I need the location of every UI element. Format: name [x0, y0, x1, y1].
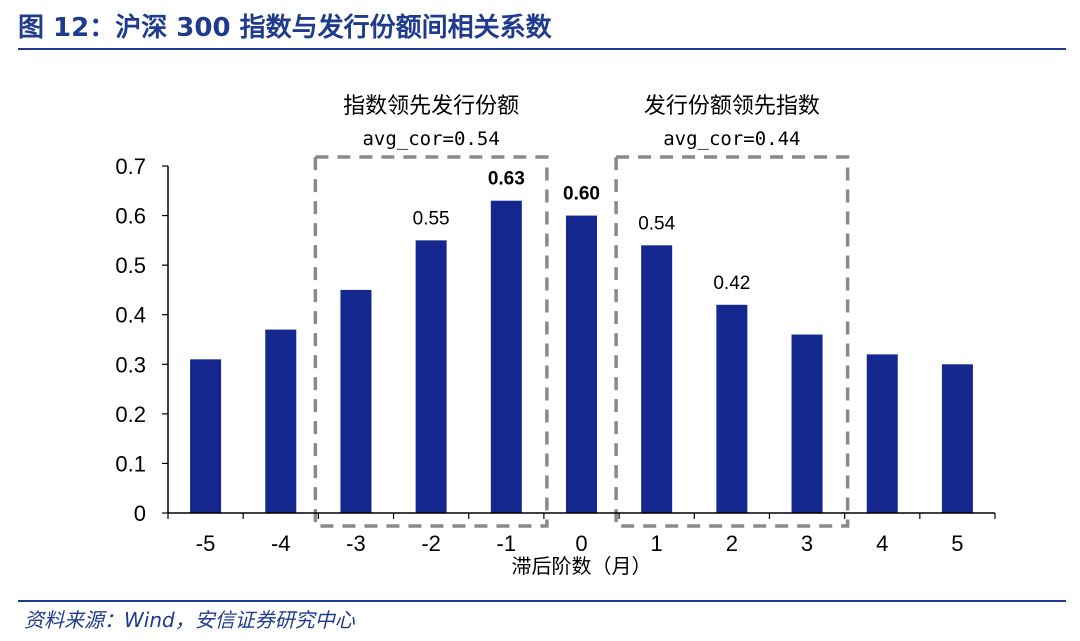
bar: [716, 304, 748, 513]
bar: [265, 329, 297, 513]
annotation-subtitle: avg_cor=0.44: [663, 128, 800, 150]
data-label: 0.42: [713, 273, 750, 294]
y-tick-label: 0.1: [115, 451, 146, 476]
x-tick-label: 0: [575, 531, 587, 556]
bar: [190, 359, 222, 513]
bar: [490, 200, 522, 513]
annotation-title: 指数领先发行份额: [343, 94, 519, 119]
x-axis-title: 滞后阶数（月）: [512, 554, 652, 578]
bar-chart: 0 0.1 0.2 0.3 0.4 0.5 0.6 0.7 -5 -4 -3 -2 -1 0 1 2 3 4 5 0…: [115, 94, 996, 578]
tick-labels: 0 0.1 0.2 0.3 0.4 0.5 0.6 0.7 -5 -4 -3 -2 -1 0 1 2 3 4 5: [115, 154, 963, 556]
annotation-title: 发行份额领先指数: [644, 94, 820, 119]
x-tick-label: -5: [196, 531, 216, 556]
x-tick-label: 5: [951, 531, 963, 556]
data-label: 0.60: [563, 184, 600, 205]
y-tick-label: 0.3: [115, 352, 146, 377]
x-tick-label: 2: [726, 531, 738, 556]
data-label: 0.63: [488, 169, 525, 190]
chart-axes: [162, 165, 996, 519]
annotation-boxes: [313, 155, 850, 528]
data-label: 0.54: [638, 213, 675, 234]
bar: [866, 354, 898, 513]
y-tick-label: 0.2: [115, 402, 146, 427]
x-tick-label: -3: [346, 531, 366, 556]
title-rule: [18, 48, 1066, 50]
x-tick-label: 4: [876, 531, 888, 556]
y-tick-label: 0: [134, 501, 146, 526]
annotation-subtitle: avg_cor=0.54: [362, 128, 499, 150]
x-tick-label: 1: [651, 531, 663, 556]
bar: [566, 215, 597, 514]
bar: [415, 240, 447, 513]
bar: [941, 364, 973, 513]
source-note: 资料来源：Wind，安信证券研究中心: [24, 608, 355, 632]
y-tick-label: 0.6: [115, 204, 146, 229]
bar: [641, 245, 673, 514]
x-tick-label: -1: [497, 531, 517, 556]
bar: [791, 334, 823, 513]
x-tick-label: -2: [421, 531, 441, 556]
annotation-labels: 指数领先发行份额 avg_cor=0.54 发行份额领先指数 avg_cor=0.44: [343, 94, 820, 150]
source-rule: [18, 600, 1066, 602]
annotation-box: [313, 155, 549, 528]
data-labels: 0.55 0.63 0.60 0.54 0.42: [413, 169, 751, 294]
bar: [340, 289, 372, 513]
data-label: 0.55: [413, 208, 450, 229]
y-tick-label: 0.4: [115, 303, 146, 328]
x-tick-label: -4: [271, 531, 291, 556]
x-tick-label: 3: [801, 531, 813, 556]
y-tick-label: 0.7: [115, 154, 146, 179]
bar-series: [190, 200, 973, 514]
annotation-box: [614, 155, 850, 528]
y-tick-label: 0.5: [115, 253, 146, 278]
figure-title: 图 12：沪深 300 指数与发行份额间相关系数: [18, 13, 552, 43]
